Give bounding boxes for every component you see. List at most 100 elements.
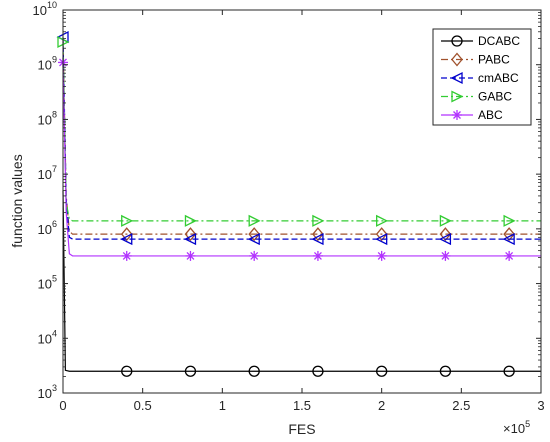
data-point-cmabc <box>311 233 324 246</box>
y-tick-base: 10 <box>38 167 52 182</box>
data-point-pabc <box>312 227 324 242</box>
y-tick-exponent: 8 <box>52 109 57 119</box>
series-pabc <box>62 38 541 242</box>
y-tick-base: 10 <box>38 386 52 401</box>
y-tick-exponent: 5 <box>52 274 57 284</box>
data-point-abc <box>504 250 515 261</box>
legend-item-dcabc: DCABC <box>441 34 520 48</box>
y-tick-exponent: 7 <box>52 164 57 174</box>
legend-item-gabc: GABC <box>441 90 512 104</box>
x-tick-label: 2 <box>378 398 385 413</box>
legend-label-gabc: GABC <box>478 90 512 104</box>
x-multiplier-label: ×105 <box>503 419 530 436</box>
x-multiplier-base: ×10 <box>503 421 525 436</box>
data-point-pabc <box>375 227 388 242</box>
data-point-dcabc <box>312 365 324 377</box>
legend-label-cmabc: cmABC <box>478 71 519 85</box>
x-tick-label: 1 <box>219 398 226 413</box>
legend-label-dcabc: DCABC <box>478 34 520 48</box>
data-point-dcabc <box>184 365 197 377</box>
x-multiplier-exponent: 5 <box>525 419 530 429</box>
data-point-abc-stroke <box>250 251 259 260</box>
data-point-abc <box>249 250 260 261</box>
y-tick-base: 10 <box>38 331 52 346</box>
series-line-abc <box>62 62 541 257</box>
y-tick-base: 10 <box>38 112 52 127</box>
y-tick-label: 104 <box>38 328 57 346</box>
legend-label-pabc: PABC <box>478 53 510 67</box>
series-line-gabc <box>62 41 541 222</box>
data-point-gabc <box>503 214 516 227</box>
series-line-pabc <box>62 38 541 235</box>
data-point-gabc <box>248 214 261 227</box>
data-point-gabc <box>184 214 197 227</box>
data-point-cmabc <box>120 233 133 246</box>
data-point-abc <box>376 250 387 261</box>
y-tick-label: 108 <box>38 109 57 127</box>
data-point-abc <box>121 250 132 261</box>
y-tick-label: 106 <box>38 219 57 237</box>
legend-entries: DCABC PABC cmABC GABC ABC <box>441 34 520 122</box>
data-point-dcabc <box>503 365 515 377</box>
y-tick-label: 103 <box>38 383 57 401</box>
data-point-gabc <box>376 214 389 227</box>
legend-box <box>432 28 532 126</box>
y-tick-exponent: 3 <box>52 383 57 393</box>
legend: DCABC PABC cmABC GABC ABC <box>432 28 532 126</box>
data-point-pabc <box>120 227 133 242</box>
y-tick-exponent: 4 <box>52 328 57 338</box>
x-tick-label: 3 <box>537 398 544 413</box>
legend-marker-abc-stroke <box>453 111 461 119</box>
y-tick-base: 10 <box>38 222 52 237</box>
data-point-dcabc <box>121 365 133 377</box>
series-layer <box>56 31 541 377</box>
y-tick-exponent: 10 <box>47 0 57 10</box>
data-point-pabc <box>503 227 515 242</box>
data-point-abc-stroke <box>186 251 195 260</box>
series-line-cmabc <box>62 37 541 240</box>
legend-marker-abc <box>452 110 462 120</box>
data-point-cmabc <box>502 233 515 246</box>
y-tick-base: 10 <box>38 277 52 292</box>
x-tick-label: 1.5 <box>293 398 311 413</box>
legend-item-cmabc: cmABC <box>441 71 519 85</box>
data-point-cmabc <box>375 233 388 246</box>
y-tick-base: 10 <box>33 3 47 18</box>
data-point-gabc <box>439 214 452 227</box>
legend-item-pabc: PABC <box>441 52 510 67</box>
data-point-pabc <box>184 227 197 242</box>
x-tick-label: 2.5 <box>452 398 470 413</box>
y-tick-label: 105 <box>38 274 57 292</box>
x-tick-label: 0.5 <box>134 398 152 413</box>
data-point-abc <box>185 250 196 261</box>
data-point-abc-stroke <box>505 251 514 260</box>
data-point-cmabc <box>184 233 197 246</box>
legend-marker-dcabc <box>451 35 463 47</box>
y-tick-label: 107 <box>38 164 57 182</box>
data-point-dcabc <box>248 365 260 377</box>
x-tick-label: 0 <box>59 398 66 413</box>
data-point-cmabc <box>247 233 260 246</box>
x-axis-label: FES <box>288 421 315 437</box>
y-tick-base: 10 <box>38 58 52 73</box>
data-point-cmabc <box>438 233 452 246</box>
y-tick-exponent: 6 <box>52 219 57 229</box>
series-dcabc <box>62 190 541 377</box>
legend-item-abc: ABC <box>441 108 503 122</box>
data-point-pabc <box>439 227 452 242</box>
y-tick-label: 109 <box>38 55 57 73</box>
y-tick-exponent: 9 <box>52 55 57 65</box>
y-axis-label: function values <box>9 154 25 247</box>
y-tick-label: 1010 <box>33 0 57 18</box>
legend-marker-pabc <box>451 52 463 67</box>
data-point-abc <box>312 250 323 261</box>
data-point-dcabc <box>439 365 452 377</box>
data-point-gabc <box>121 214 134 227</box>
data-point-abc-stroke <box>377 251 386 260</box>
data-point-abc-stroke <box>441 251 450 260</box>
legend-label-abc: ABC <box>478 108 503 122</box>
series-line-dcabc <box>62 190 541 372</box>
data-point-abc <box>440 250 451 261</box>
data-point-pabc <box>248 227 261 242</box>
